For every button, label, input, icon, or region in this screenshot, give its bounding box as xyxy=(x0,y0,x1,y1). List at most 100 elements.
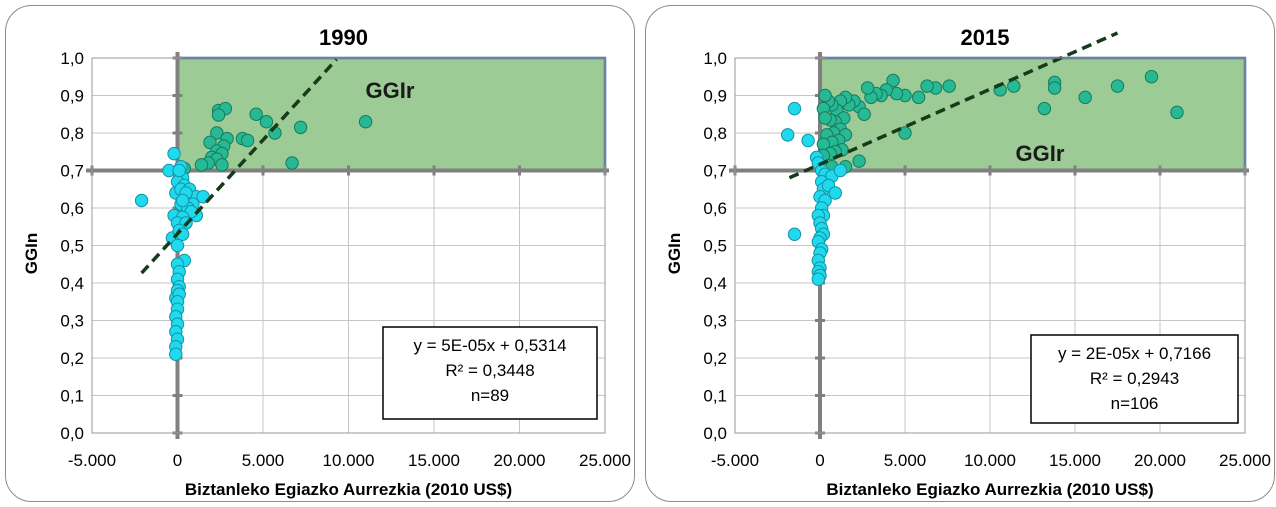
data-point xyxy=(1047,81,1062,95)
data-point xyxy=(1144,70,1159,84)
data-point xyxy=(811,272,826,286)
region-label: GGIr xyxy=(1016,141,1065,166)
data-point xyxy=(781,128,795,142)
x-axis-label: Biztanleko Egiazko Aurrezkia (2010 US$) xyxy=(826,480,1153,499)
data-point xyxy=(285,156,299,170)
data-point xyxy=(818,88,832,103)
equation-line: n=106 xyxy=(1111,394,1159,413)
equation-line: y = 5E-05x + 0,5314 xyxy=(413,336,566,355)
x-tick-label: -5.000 xyxy=(711,451,759,470)
y-tick-label: 0,6 xyxy=(60,199,84,218)
y-tick-label: 1,0 xyxy=(60,49,84,68)
y-tick-label: 0,0 xyxy=(703,424,727,443)
region-label: GGIr xyxy=(366,78,415,103)
data-point xyxy=(833,163,848,178)
x-axis-label: Biztanleko Egiazko Aurrezkia (2010 US$) xyxy=(185,480,512,499)
y-axis-label: GGIn xyxy=(665,233,684,275)
y-tick-label: 0,2 xyxy=(60,349,84,368)
chart-title: 1990 xyxy=(319,25,368,50)
equation-box xyxy=(382,326,598,420)
y-tick-label: 0,1 xyxy=(60,387,84,406)
x-tick-label: 20.000 xyxy=(1134,451,1186,470)
equation-line: R² = 0,2943 xyxy=(1090,369,1179,388)
y-axis-label: GGIn xyxy=(22,233,41,275)
data-point xyxy=(1170,105,1184,120)
data-point xyxy=(358,115,373,129)
x-tick-label: 25.000 xyxy=(579,451,631,470)
x-tick-label: 5.000 xyxy=(242,451,285,470)
data-point xyxy=(801,133,815,148)
data-point xyxy=(210,126,224,140)
data-point xyxy=(1037,101,1052,116)
equation-line: R² = 0,3448 xyxy=(445,361,534,380)
y-tick-label: 0,5 xyxy=(703,237,727,256)
data-point xyxy=(1110,79,1125,93)
data-point xyxy=(170,238,185,253)
x-tick-label: 5.000 xyxy=(884,451,927,470)
data-point xyxy=(787,227,802,241)
chart-title: 2015 xyxy=(961,25,1010,50)
y-tick-label: 0,4 xyxy=(703,274,727,293)
y-tick-label: 0,7 xyxy=(703,162,727,181)
data-point xyxy=(172,163,186,178)
plot-area-border xyxy=(91,57,606,434)
plot-area-border xyxy=(734,57,1246,434)
y-tick-label: 0,7 xyxy=(60,162,84,181)
data-point xyxy=(828,186,843,200)
data-point xyxy=(1078,90,1092,105)
data-point xyxy=(194,158,209,172)
trendline xyxy=(788,31,1119,180)
y-tick-label: 0,0 xyxy=(60,424,84,443)
data-point xyxy=(169,347,183,361)
data-point xyxy=(167,146,181,161)
data-point xyxy=(818,111,832,125)
data-point xyxy=(134,193,149,208)
y-tick-label: 0,4 xyxy=(60,274,84,293)
x-tick-label: 20.000 xyxy=(494,451,546,470)
x-tick-label: 0 xyxy=(173,451,182,470)
data-point xyxy=(857,107,871,121)
data-point xyxy=(852,154,866,168)
data-point xyxy=(920,79,934,93)
y-tick-label: 0,9 xyxy=(60,87,84,106)
y-tick-label: 0,1 xyxy=(703,387,727,406)
x-tick-label: 10.000 xyxy=(964,451,1016,470)
chart-panel-1990: GGIr 0,0 0,1 0,2 0,3 0,4 0,5 0,6 0,7 0,8 0,9 1,0 -5.… xyxy=(5,5,635,502)
data-point xyxy=(240,133,255,148)
data-point xyxy=(787,101,802,116)
x-tick-label: 15.000 xyxy=(408,451,460,470)
data-point xyxy=(911,90,926,105)
y-tick-label: 0,8 xyxy=(60,124,84,143)
y-tick-label: 0,6 xyxy=(703,199,727,218)
equation-line: y = 2E-05x + 0,7166 xyxy=(1058,344,1211,363)
x-tick-label: 15.000 xyxy=(1049,451,1101,470)
data-point xyxy=(215,158,229,172)
trendline xyxy=(140,58,338,275)
data-point xyxy=(211,108,226,122)
y-tick-label: 0,3 xyxy=(60,312,84,331)
data-point xyxy=(249,107,263,121)
data-point xyxy=(886,73,900,88)
data-point xyxy=(942,79,956,93)
data-point xyxy=(259,115,274,129)
y-tick-label: 0,9 xyxy=(703,87,727,106)
data-point xyxy=(175,193,190,208)
y-tick-label: 0,8 xyxy=(703,124,727,143)
scatter-chart-2015: GGIr 0,0 0,1 0,2 0,3 0,4 0,5 0,6 0,7 0,8 0,9 1,0 -5.… xyxy=(645,5,1275,502)
x-tick-label: 25.000 xyxy=(1219,451,1271,470)
x-tick-label: -5.000 xyxy=(68,451,116,470)
equation-box xyxy=(1030,334,1239,424)
y-tick-label: 0,3 xyxy=(703,312,727,331)
data-point xyxy=(860,81,875,95)
equation-line: n=89 xyxy=(471,386,509,405)
data-point xyxy=(898,126,912,140)
y-tick-label: 0,2 xyxy=(703,349,727,368)
x-tick-label: 0 xyxy=(815,451,824,470)
chart-panel-2015: GGIr 0,0 0,1 0,2 0,3 0,4 0,5 0,6 0,7 0,8 0,9 1,0 -5.… xyxy=(645,5,1275,502)
scatter-chart-1990: GGIr 0,0 0,1 0,2 0,3 0,4 0,5 0,6 0,7 0,8 0,9 1,0 -5.… xyxy=(5,5,635,502)
data-point xyxy=(293,120,308,135)
x-tick-label: 10.000 xyxy=(323,451,375,470)
y-tick-label: 0,5 xyxy=(60,237,84,256)
y-tick-label: 1,0 xyxy=(703,49,727,68)
ggir-region xyxy=(176,56,607,172)
